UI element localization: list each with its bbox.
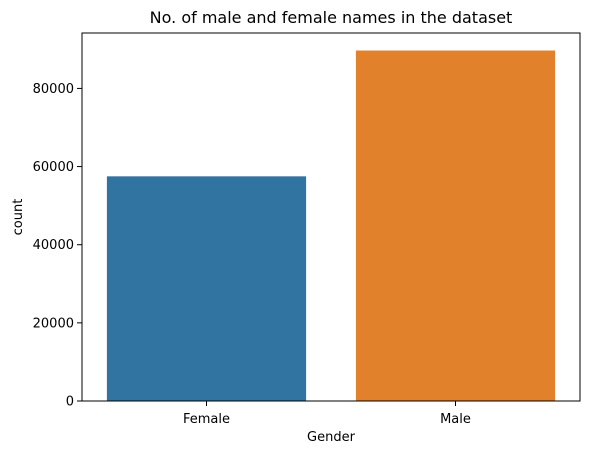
y-tick-label: 60000 xyxy=(33,160,74,175)
bar-female xyxy=(107,176,306,401)
y-axis-label: count xyxy=(11,199,26,236)
y-tick-label: 80000 xyxy=(33,82,74,97)
chart-title: No. of male and female names in the data… xyxy=(150,8,513,27)
y-tick-label: 0 xyxy=(66,395,74,410)
y-axis-ticks: 0 20000 40000 60000 80000 xyxy=(33,82,82,410)
y-tick-label: 40000 xyxy=(33,238,74,253)
y-tick-label: 20000 xyxy=(33,316,74,331)
bar-male xyxy=(356,51,555,401)
x-axis-label: Gender xyxy=(307,430,356,445)
x-tick-label: Male xyxy=(440,412,471,427)
x-axis-ticks: Female Male xyxy=(183,401,471,427)
x-tick-label: Female xyxy=(183,412,230,427)
bars-layer xyxy=(107,51,555,401)
